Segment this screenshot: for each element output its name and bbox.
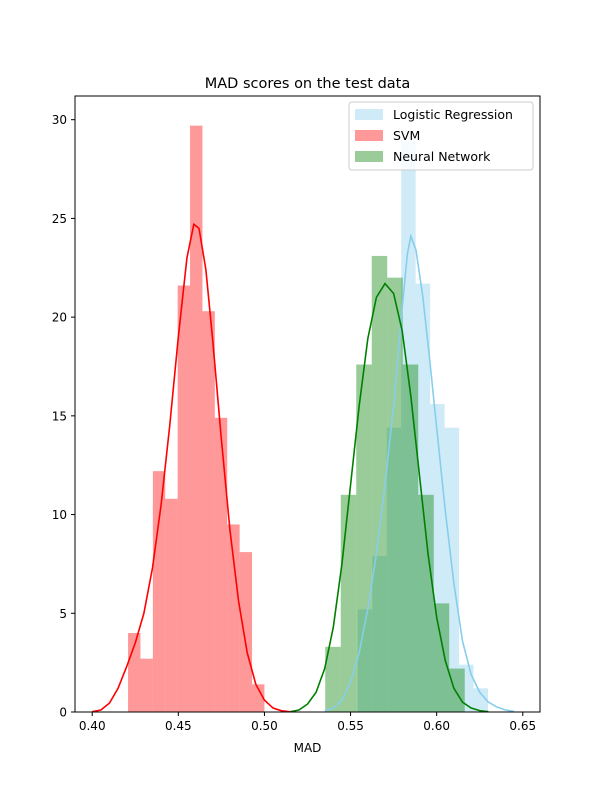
bar-svm-1 xyxy=(140,658,153,712)
bar-neural-network-6 xyxy=(418,494,434,712)
bar-svm-10 xyxy=(252,684,265,712)
legend: Logistic Regression SVM Neural Network xyxy=(348,101,534,171)
plot-frame xyxy=(74,95,541,713)
bar-logistic-regression-4 xyxy=(415,283,431,712)
legend-swatch-neural-network xyxy=(355,151,383,162)
bar-svm-4 xyxy=(177,285,191,712)
kde-line-logistic-regression xyxy=(324,233,515,713)
y-tick-label: 0 xyxy=(59,706,67,720)
bar-logistic-regression-0 xyxy=(357,609,373,712)
x-axis: 0.40 0.45 0.50 0.55 0.60 0.65 xyxy=(79,712,536,733)
bar-svm-5 xyxy=(190,125,203,713)
y-tick-label: 30 xyxy=(52,113,67,127)
y-tick-label: 15 xyxy=(52,409,67,423)
legend-swatch-svm xyxy=(355,130,383,141)
kde-line-svm xyxy=(92,222,291,713)
bar-neural-network-8 xyxy=(449,668,465,712)
bars-layer xyxy=(128,125,488,713)
x-tick-label: 0.40 xyxy=(79,719,106,733)
x-tick-label: 0.50 xyxy=(251,719,278,733)
legend-label-neural-network: Neural Network xyxy=(393,149,491,164)
x-tick-label: 0.45 xyxy=(165,719,192,733)
x-tick-label: 0.60 xyxy=(423,719,450,733)
bar-svm-8 xyxy=(227,524,240,712)
bar-neural-network-7 xyxy=(433,603,450,712)
y-tick-label: 20 xyxy=(52,311,67,325)
bar-neural-network-3 xyxy=(371,255,388,712)
bar-neural-network-4 xyxy=(387,277,403,712)
bar-svm-9 xyxy=(239,552,253,712)
bar-neural-network-0 xyxy=(325,646,341,712)
kde-line-neural-network xyxy=(290,282,489,713)
y-tick-label: 25 xyxy=(52,212,67,226)
legend-label-svm: SVM xyxy=(393,128,420,143)
bar-svm-2 xyxy=(152,471,166,712)
bar-logistic-regression-2 xyxy=(386,427,402,712)
x-tick-label: 0.55 xyxy=(337,719,364,733)
bar-svm-6 xyxy=(202,311,215,712)
legend-box xyxy=(348,101,534,171)
kde-layer xyxy=(92,222,515,713)
y-tick-label: 5 xyxy=(59,607,67,621)
y-tick-label: 10 xyxy=(52,508,67,522)
bar-neural-network-5 xyxy=(402,364,419,712)
legend-swatch-logistic-regression xyxy=(355,109,383,120)
bar-svm-7 xyxy=(214,417,228,712)
x-tick-label: 0.65 xyxy=(509,719,536,733)
bar-logistic-regression-1 xyxy=(372,556,387,712)
bar-logistic-regression-7 xyxy=(459,664,474,712)
bar-logistic-regression-8 xyxy=(473,688,488,712)
x-axis-label: MAD xyxy=(294,741,322,755)
legend-label-logistic-regression: Logistic Regression xyxy=(393,107,513,122)
bar-svm-3 xyxy=(165,498,178,712)
y-axis: 0 5 10 15 20 25 30 xyxy=(52,113,75,720)
bar-neural-network-1 xyxy=(340,494,357,712)
chart-title: MAD scores on the test data xyxy=(205,76,411,92)
bar-neural-network-2 xyxy=(356,364,372,712)
